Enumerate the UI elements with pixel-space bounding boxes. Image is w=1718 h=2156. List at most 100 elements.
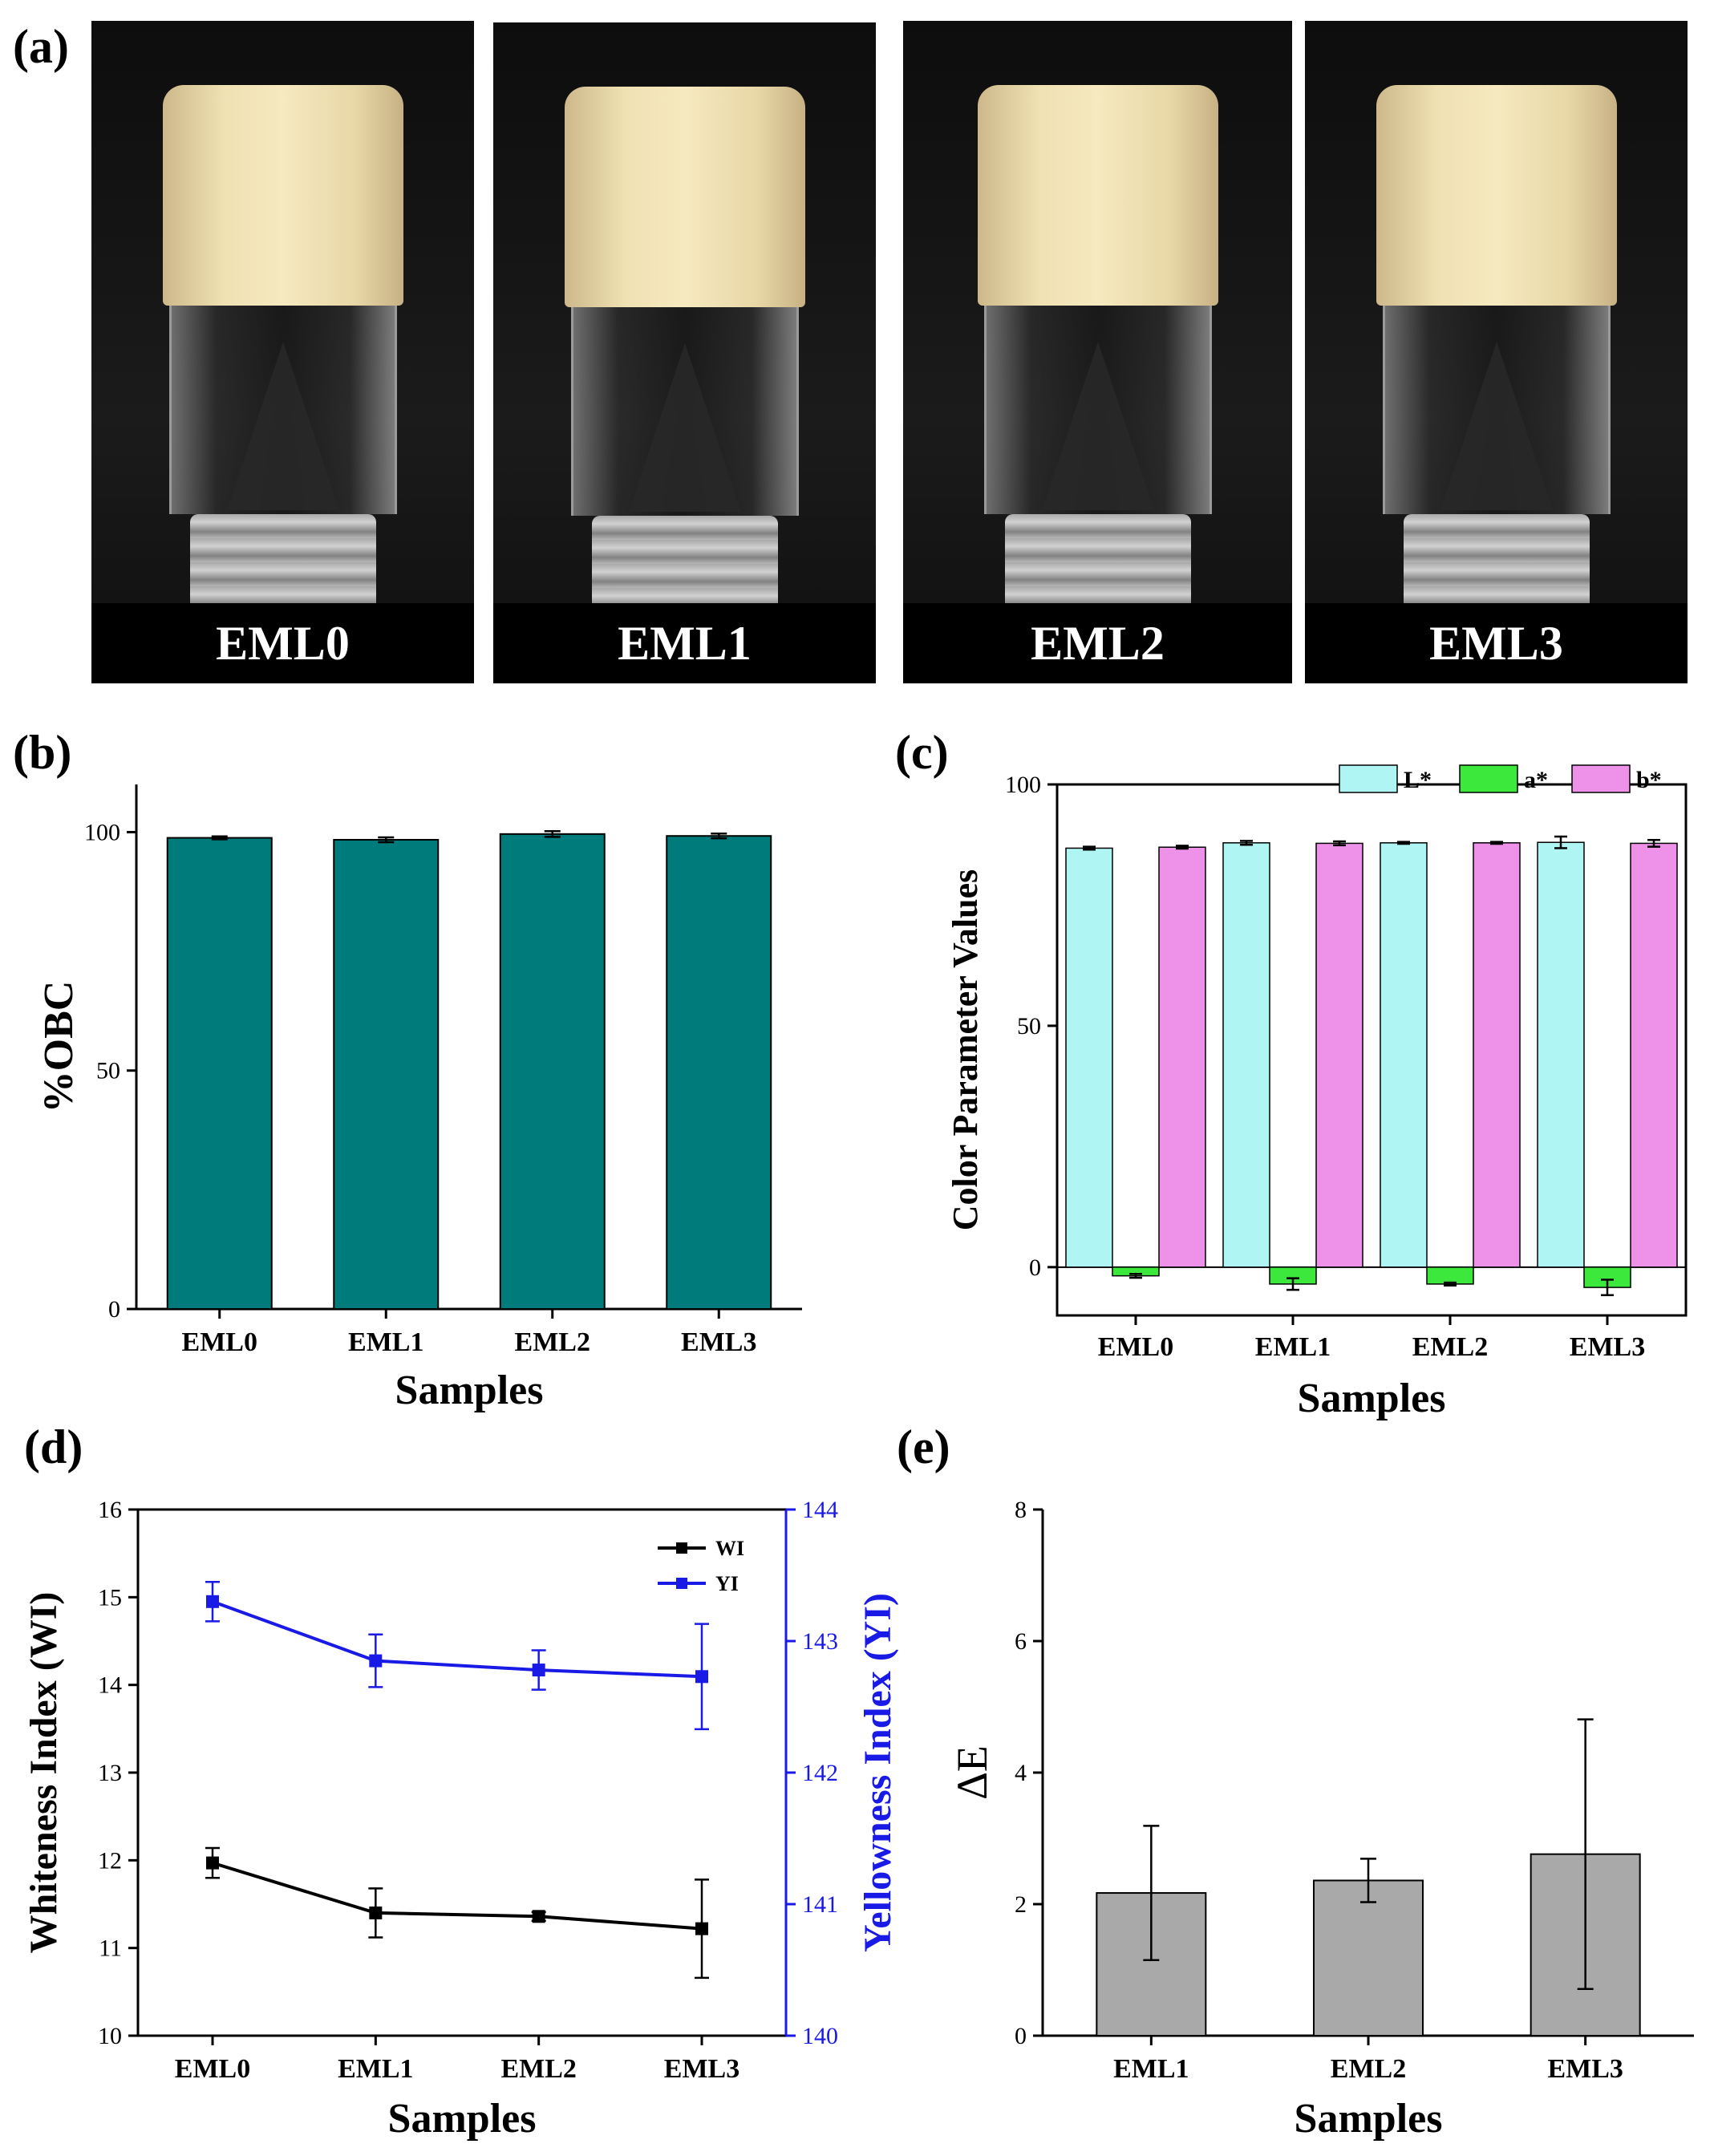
x-tick-label: EML2 <box>500 2054 576 2084</box>
legend-marker <box>676 1542 687 1554</box>
x-tick-label: EML2 <box>1412 1332 1488 1362</box>
bar-eml2-lstar <box>1380 842 1428 1268</box>
point-yi <box>695 1670 708 1684</box>
legend-label: b* <box>1636 767 1662 793</box>
x-tick-label: EML3 <box>1547 2054 1623 2084</box>
photo-label-eml0: EML0 <box>91 603 474 683</box>
error-bar <box>1601 1279 1614 1296</box>
x-axis-title: Samples <box>388 2096 537 2142</box>
x-axis-title: Samples <box>395 1368 544 1413</box>
x-tick-label: EML0 <box>182 1327 257 1357</box>
x-tick-label: EML3 <box>1570 1332 1645 1362</box>
panel-c-letter: (c) <box>895 726 949 779</box>
series-line-yi <box>212 1599 703 1679</box>
bar-eml1 <box>333 838 440 1310</box>
point-yi <box>206 1595 219 1608</box>
x-tick-label: EML1 <box>338 2054 413 2084</box>
legend-marker <box>676 1578 687 1589</box>
photo-eml0: EML0 <box>91 21 474 683</box>
error-bar <box>1143 1825 1160 1961</box>
plot-frame <box>1056 783 1688 1317</box>
y-axis-title: Whiteness Index (WI) <box>22 1592 65 1954</box>
bar-eml0-lstar <box>1065 847 1113 1268</box>
y-tick-label: 12 <box>98 1847 122 1874</box>
y-tick-label: 100 <box>84 819 120 845</box>
x-axis-title: Samples <box>1298 1376 1446 1421</box>
y-tick-label: 16 <box>98 1497 122 1523</box>
vial-eml0 <box>162 85 403 618</box>
chart-e: 0 2 4 6 8 EML1 EML2 EML3 Samples ΔE <box>948 1497 1694 2142</box>
point-wi <box>532 1910 545 1923</box>
x-tick-label: EML3 <box>664 2054 739 2084</box>
y2-tick-label: 142 <box>802 1760 838 1786</box>
y2-tick-label: 143 <box>802 1628 838 1655</box>
y2-tick-label: 144 <box>802 1497 838 1523</box>
error-bar <box>1647 838 1660 848</box>
chart-d: 10 11 12 13 14 15 16 140 141 142 143 144 EML0 EML1 EML… <box>22 1497 899 2142</box>
error-bar <box>378 836 395 844</box>
error-bar <box>1397 841 1410 845</box>
y-tick-label: 0 <box>1015 2023 1027 2049</box>
y-tick-label: 14 <box>98 1672 122 1699</box>
error-bar <box>1129 1272 1142 1279</box>
vial-eml2 <box>977 85 1218 618</box>
error-bar <box>1554 835 1567 849</box>
legend-label: WI <box>715 1537 744 1560</box>
series-line-wi <box>212 1861 703 1931</box>
point-yi <box>532 1664 545 1677</box>
x-tick-label: EML2 <box>515 1327 590 1357</box>
point-wi <box>369 1906 383 1919</box>
y-tick-label: 50 <box>96 1058 120 1084</box>
error-bar <box>1444 1281 1457 1287</box>
error-bar <box>711 832 727 840</box>
legend-label: L* <box>1404 767 1432 793</box>
y-tick-label: 0 <box>1029 1254 1041 1281</box>
y-axis-title: %OBC <box>36 981 82 1113</box>
bar-eml2 <box>1313 1879 1424 2037</box>
legend: L* a* b* <box>1339 764 1662 793</box>
y-tick-label: 10 <box>98 2023 122 2049</box>
y-tick-label: 15 <box>98 1584 122 1611</box>
bar-eml2 <box>499 833 606 1311</box>
y2-axis-title: Yellowness Index (YI) <box>857 1593 899 1952</box>
bar-eml3-lstar <box>1537 841 1585 1268</box>
bar-eml3-astar <box>1583 1266 1631 1288</box>
legend-swatch <box>1459 764 1518 793</box>
y-tick-label: 11 <box>99 1935 122 1962</box>
x-tick-label: EML1 <box>348 1327 423 1357</box>
error-bar <box>1286 1277 1299 1291</box>
error-bar <box>1083 845 1096 851</box>
bar-eml1-lstar <box>1222 842 1270 1268</box>
photo-label-eml1: EML1 <box>493 603 876 683</box>
y-tick-label: 13 <box>98 1760 122 1786</box>
photo-eml3: EML3 <box>1305 21 1688 683</box>
photo-label-eml2: EML2 <box>903 603 1292 683</box>
x-tick-label: EML0 <box>1098 1332 1173 1362</box>
x-tick-label: EML2 <box>1331 2054 1406 2084</box>
x-axis-title: Samples <box>1295 2096 1443 2142</box>
legend-swatch <box>1571 764 1631 793</box>
error-bar <box>1360 1858 1376 1903</box>
error-bar <box>1240 840 1253 846</box>
y-tick-label: 0 <box>108 1296 120 1323</box>
point-wi <box>695 1922 708 1935</box>
y2-tick-label: 140 <box>802 2023 838 2049</box>
error-bar <box>1176 845 1189 850</box>
y-tick-label: 4 <box>1015 1760 1027 1786</box>
y-tick-label: 2 <box>1015 1891 1027 1918</box>
y-tick-label: 50 <box>1017 1013 1041 1040</box>
error-bar <box>1577 1718 1594 1991</box>
bar-eml3 <box>666 835 772 1310</box>
error-bar <box>211 835 228 841</box>
x-tick-label: EML1 <box>1113 2054 1189 2084</box>
error-bar <box>1333 840 1346 847</box>
legend-label: a* <box>1524 767 1548 793</box>
photo-label-eml3: EML3 <box>1305 603 1688 683</box>
x-tick-label: EML3 <box>681 1327 756 1357</box>
panel-b-letter: (b) <box>13 726 72 779</box>
y-axis-title: ΔE <box>948 1745 996 1800</box>
bar-eml2-bstar <box>1473 842 1521 1268</box>
panel-a-letter: (a) <box>13 20 69 73</box>
panel-d-letter: (d) <box>24 1420 83 1473</box>
